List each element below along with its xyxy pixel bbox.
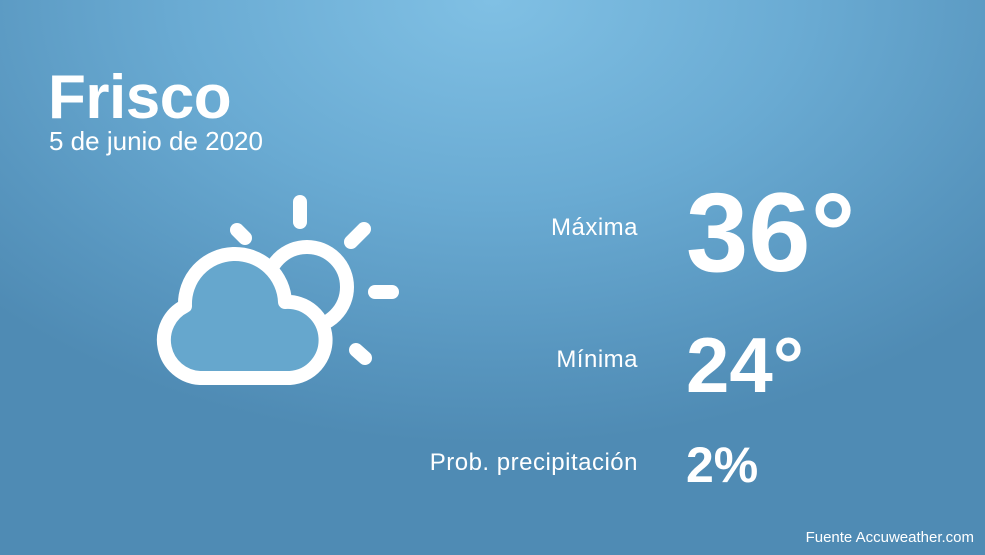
precip-label: Prob. precipitación xyxy=(429,449,638,476)
precip-value: 2% xyxy=(686,437,759,493)
forecast-date: 5 de junio de 2020 xyxy=(49,126,263,156)
sun-ray xyxy=(344,222,371,249)
partly-cloudy-icon xyxy=(156,195,399,385)
sun-ray xyxy=(349,343,372,365)
cloud xyxy=(156,246,333,385)
max-temp-value: 36° xyxy=(686,170,856,295)
min-temp-value: 24° xyxy=(686,321,804,409)
max-temp-label: Máxima xyxy=(550,214,638,241)
sun-ray xyxy=(230,223,252,245)
source-credit: Fuente Accuweather.com xyxy=(805,529,974,546)
min-temp-label: Mínima xyxy=(556,346,638,373)
city-name: Frisco xyxy=(48,63,232,132)
